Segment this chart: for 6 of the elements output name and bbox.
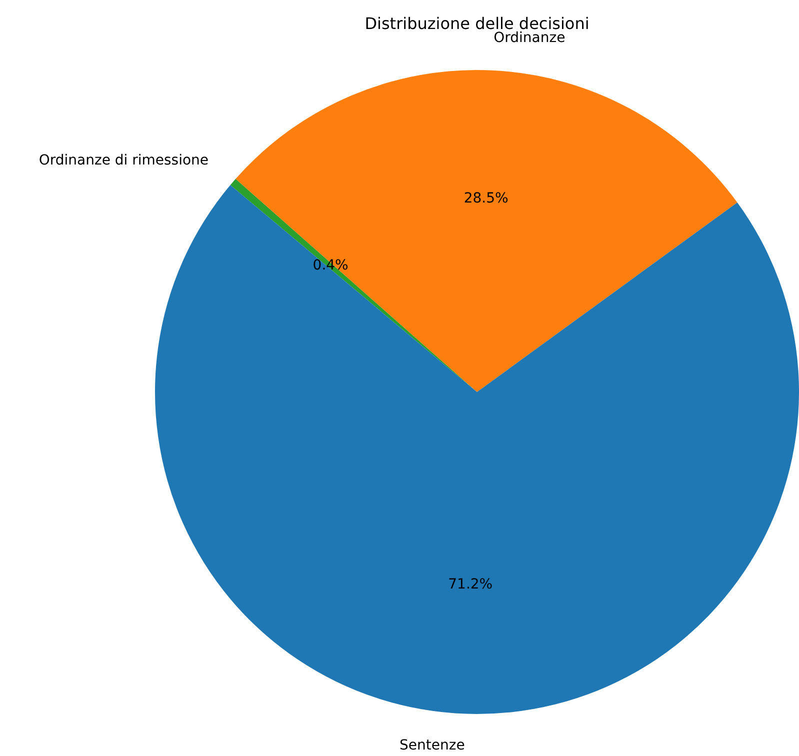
- slice-label: Sentenze: [400, 738, 465, 754]
- slice-label: Ordinanze di rimessione: [38, 152, 209, 169]
- data-label: 71.2%: [448, 576, 493, 593]
- slice-label: Ordinanze: [494, 30, 566, 46]
- data-label: 28.5%: [464, 190, 508, 207]
- data-label: 0.4%: [312, 258, 348, 274]
